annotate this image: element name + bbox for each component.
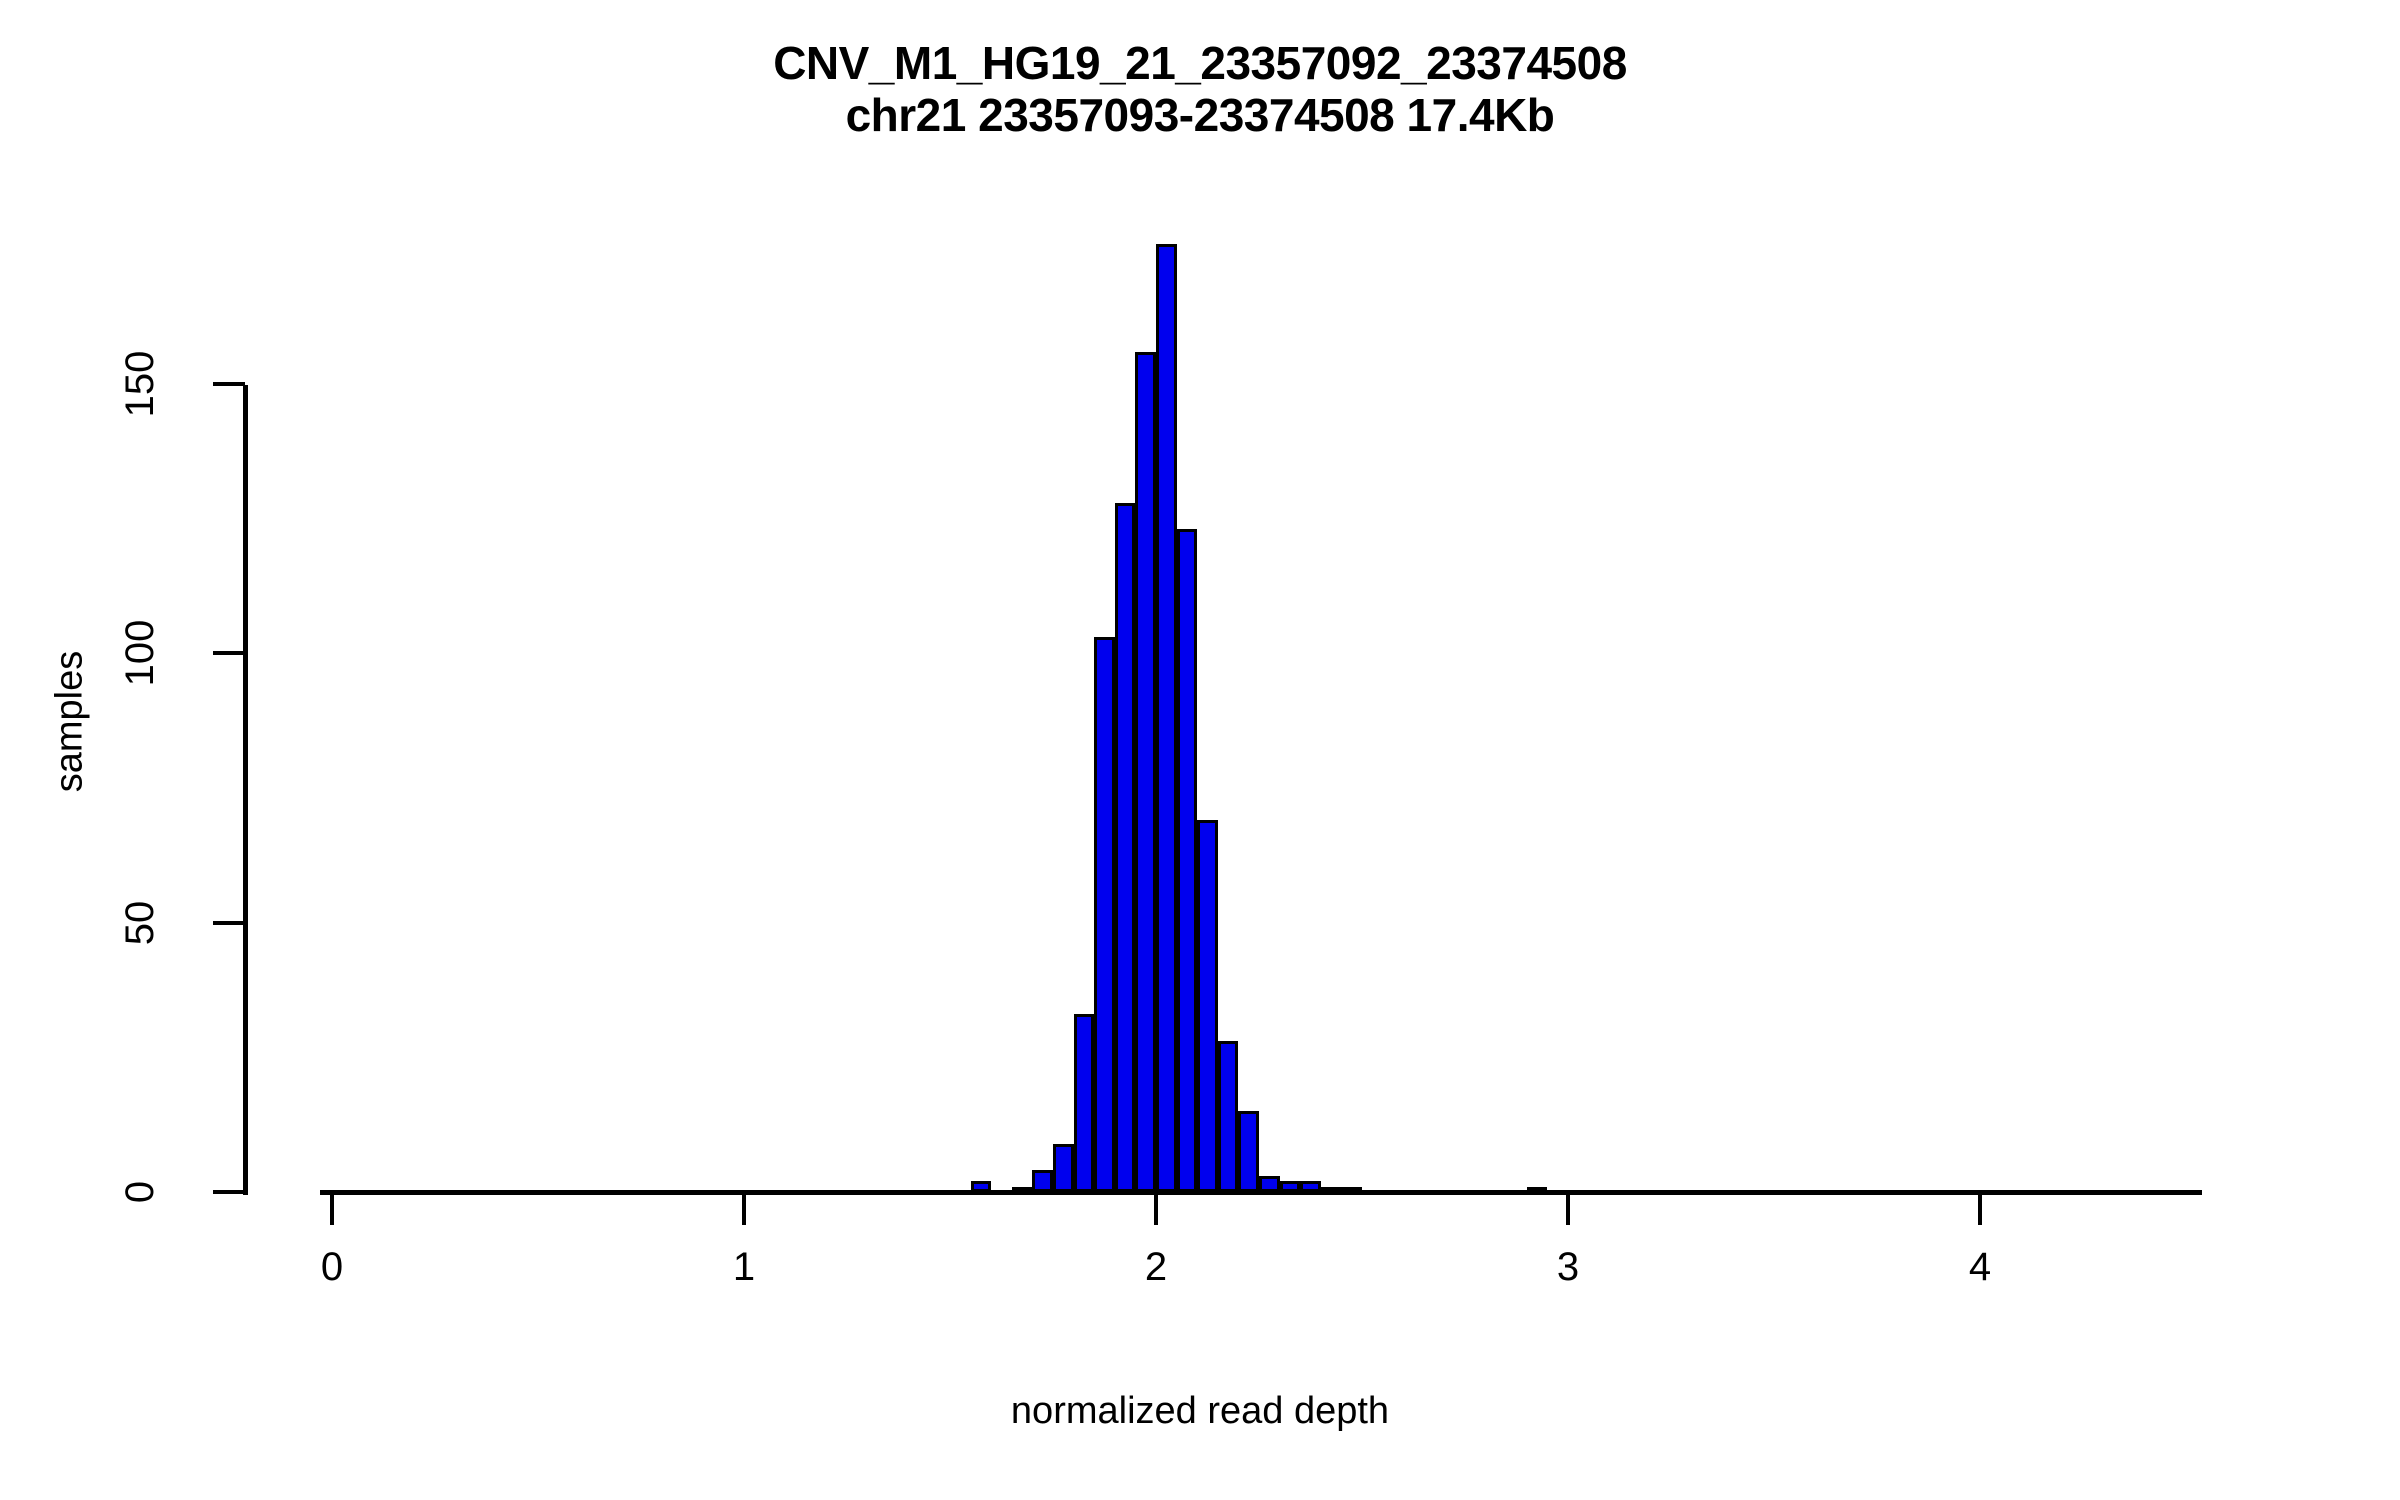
- x-axis-tick: [330, 1195, 334, 1225]
- x-axis-tick-label: 1: [732, 1245, 756, 1289]
- histogram-bar: [1217, 1041, 1239, 1192]
- x-axis-tick-label: 2: [1144, 1245, 1168, 1289]
- y-axis-tick: [213, 381, 245, 386]
- x-axis-tick: [1566, 1195, 1570, 1225]
- histogram-bar: [1032, 1170, 1053, 1192]
- histogram-bar: [1176, 529, 1198, 1192]
- y-axis-tick: [213, 651, 245, 656]
- y-axis-label: samples: [48, 650, 91, 793]
- histogram-bar: [1197, 820, 1218, 1192]
- x-axis-tick-label: 4: [1968, 1245, 1992, 1289]
- y-axis-tick-label: 50: [118, 900, 162, 945]
- plot-title-line-1: CNV_M1_HG19_21_23357092_23374508: [773, 37, 1627, 89]
- histogram-bar: [1156, 243, 1177, 1192]
- histogram-bar: [1094, 637, 1115, 1192]
- y-axis-tick: [213, 920, 245, 925]
- y-axis-line: [243, 385, 248, 1195]
- x-axis-tick: [742, 1195, 746, 1225]
- x-axis-label: normalized read depth: [1010, 1390, 1390, 1432]
- histogram-bar: [1135, 351, 1156, 1192]
- y-axis-tick-label: 150: [118, 350, 162, 418]
- x-axis-tick: [1978, 1195, 1982, 1225]
- histogram-bar: [1238, 1111, 1259, 1192]
- x-axis-tick: [1154, 1195, 1158, 1225]
- histogram-bar: [1053, 1143, 1074, 1192]
- x-axis-line: [320, 1190, 2202, 1195]
- plot-title-line-2: chr21 23357093-23374508 17.4Kb: [845, 88, 1555, 141]
- plot-title: CNV_M1_HG19_21_23357092_23374508 chr21 2…: [0, 37, 2400, 141]
- histogram-bar: [1073, 1014, 1095, 1192]
- x-axis-tick-label: 3: [1556, 1245, 1580, 1289]
- y-axis-tick-label: 100: [118, 619, 162, 687]
- y-axis-tick-label: 0: [118, 1180, 162, 1204]
- y-axis-tick: [213, 1190, 245, 1194]
- x-axis-tick-label: 0: [320, 1245, 344, 1289]
- histogram-bar: [1114, 502, 1136, 1192]
